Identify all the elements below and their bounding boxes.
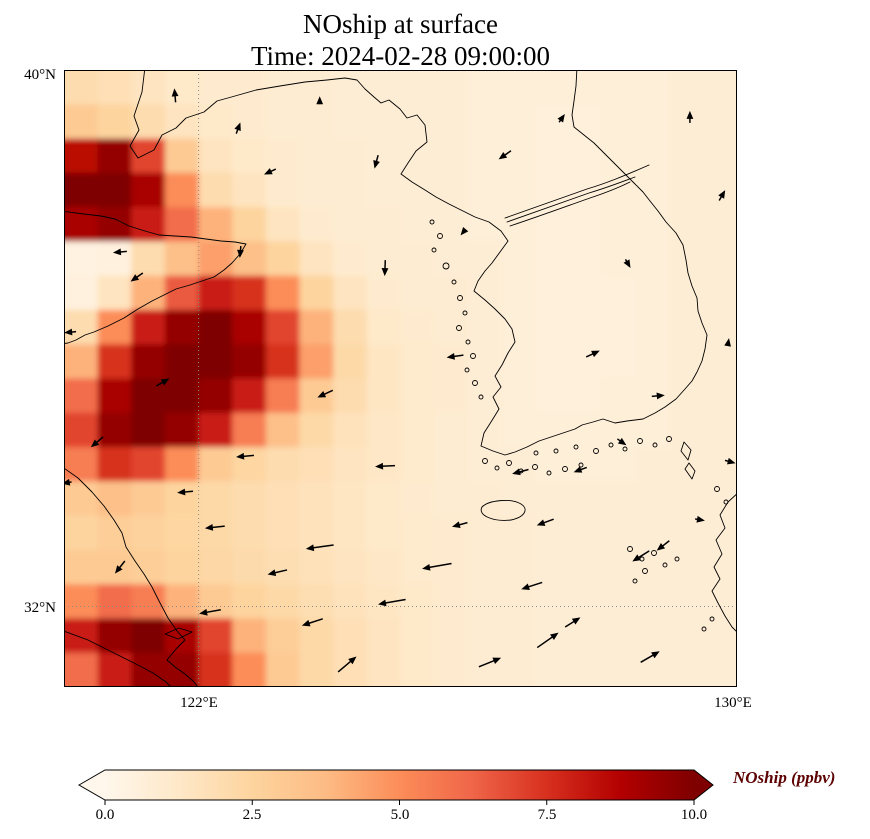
islet — [494, 465, 500, 471]
heatmap-layer — [64, 70, 737, 687]
coastline-shandong — [64, 210, 247, 345]
islet — [429, 219, 435, 225]
ytick-32n-label: 32°N — [24, 600, 56, 616]
islet — [431, 247, 437, 253]
river-line-1 — [504, 164, 650, 219]
islet — [437, 233, 443, 239]
coastlines — [64, 70, 737, 687]
islet — [472, 380, 478, 386]
islet — [701, 626, 707, 632]
map-canvas — [64, 70, 737, 687]
islet — [470, 353, 476, 359]
island-tsushima — [680, 441, 696, 480]
islet — [532, 464, 538, 470]
islet — [546, 470, 552, 476]
colorbar-tick-label: 7.5 — [537, 807, 557, 823]
coastline-hangzhou-bay — [64, 630, 172, 687]
islet — [627, 546, 633, 552]
coastline-jiangsu-shanghai — [64, 467, 199, 687]
islet — [478, 394, 484, 400]
island-chongming — [164, 627, 193, 640]
colorbar-gradient-bar — [77, 769, 714, 801]
river-line-3 — [509, 181, 631, 227]
islet — [482, 458, 488, 464]
islet — [464, 367, 470, 373]
coastline-kyushu — [711, 493, 737, 633]
colorbar-label: NOship (ppbv) — [733, 768, 836, 787]
island-jeju — [480, 500, 526, 521]
islet — [573, 444, 579, 450]
islet — [709, 616, 715, 622]
colorbar-tick-label: 0.0 — [95, 807, 115, 823]
river-line-2 — [506, 176, 636, 223]
islet — [637, 438, 643, 444]
xtick-122e-label: 122°E — [180, 695, 218, 711]
islet — [608, 442, 614, 448]
islet — [562, 466, 568, 472]
islet — [642, 568, 648, 574]
islet — [442, 262, 450, 270]
islet — [506, 460, 512, 466]
islet — [723, 499, 729, 505]
islet — [553, 448, 559, 454]
plot-subtitle: Time: 2024-02-28 09:00:00 — [250, 41, 551, 71]
map-plot — [64, 70, 737, 687]
map-border — [64, 70, 737, 687]
islet — [632, 578, 638, 584]
islet — [593, 448, 599, 454]
plot-title: NOship at surface — [303, 9, 498, 39]
islet — [651, 550, 657, 556]
xtick-130e-label: 130°E — [714, 695, 752, 711]
islet — [456, 325, 462, 331]
islet — [451, 279, 457, 285]
wind-arrows — [64, 88, 736, 673]
colorbar-tick-label: 2.5 — [242, 807, 262, 823]
islet — [457, 295, 463, 301]
islet — [652, 442, 658, 448]
ytick-40n-label: 40°N — [24, 67, 56, 83]
colorbar — [77, 769, 714, 805]
gridlines — [64, 70, 737, 687]
islet — [714, 486, 720, 492]
islet — [666, 436, 672, 442]
figure-title-block: NOship at surface Time: 2024-02-28 09:00… — [64, 8, 737, 72]
islet — [465, 339, 471, 345]
coastline-liaodong-korea — [129, 70, 708, 456]
islet — [622, 446, 628, 452]
islet — [662, 562, 668, 568]
colorbar-tick-label: 5.0 — [390, 807, 410, 823]
islet — [674, 556, 680, 562]
colorbar-tick-label: 10.0 — [680, 807, 708, 823]
islet — [462, 310, 468, 316]
islet — [578, 462, 584, 468]
islet — [533, 450, 539, 456]
